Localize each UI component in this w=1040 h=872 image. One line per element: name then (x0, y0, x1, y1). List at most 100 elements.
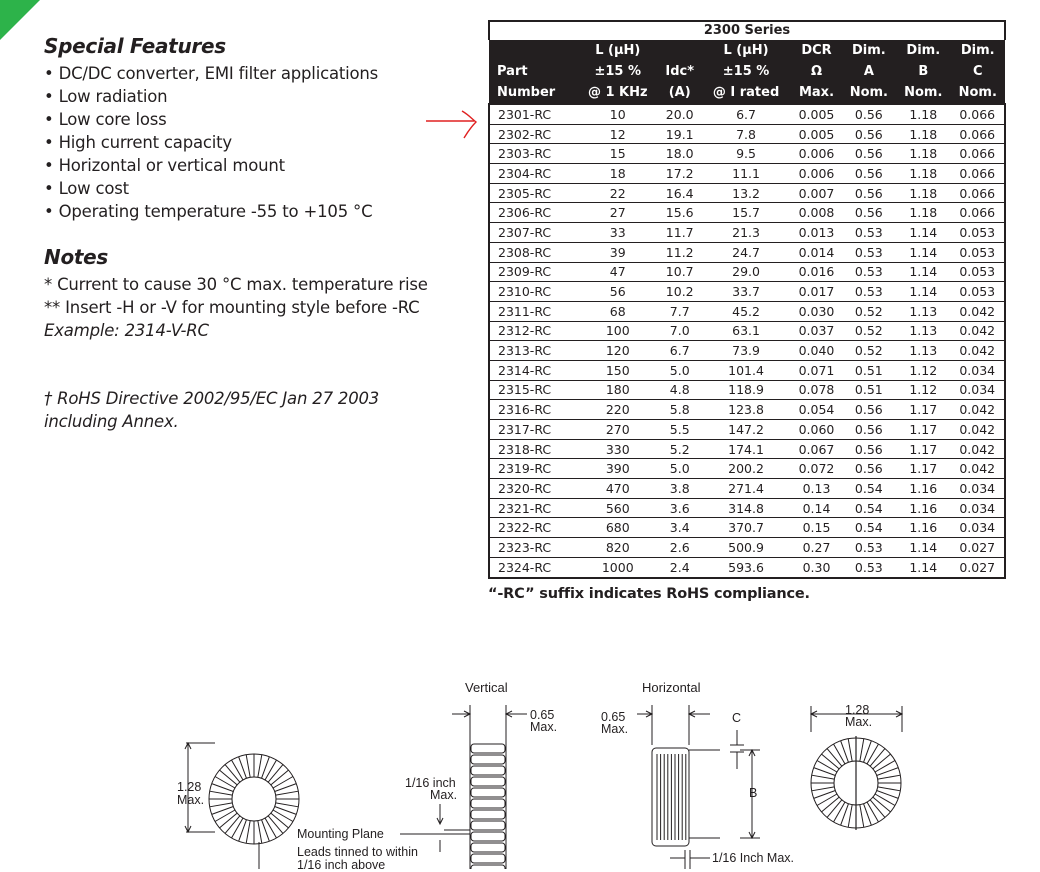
table-row: 2315-RC 180 4.8 118.9 0.078 0.51 1.12 0.034 (489, 380, 1005, 401)
table-cell: 0.53 (841, 557, 897, 579)
table-row: 2324-RC 1000 2.4 593.6 0.30 0.53 1.14 0.027 (489, 557, 1005, 579)
table-row: 2314-RC 150 5.0 101.4 0.071 0.51 1.12 0.034 (489, 360, 1005, 381)
table-cell: 0.034 (950, 517, 1005, 539)
header-cell: Nom. (896, 82, 951, 104)
table-cell: 1.17 (896, 439, 951, 460)
header-cell: Nom. (841, 82, 897, 104)
header-cell: DCR (791, 40, 842, 61)
table-cell: 593.6 (700, 557, 792, 579)
table-cell: 0.053 (950, 281, 1005, 302)
header-cell: Dim. (841, 40, 897, 61)
table-cell: 1.14 (896, 281, 951, 302)
table-cell: 11.2 (658, 242, 701, 263)
table-cell: 22 (576, 183, 659, 204)
table-row: 2308-RC 39 11.2 24.7 0.014 0.53 1.14 0.053 (489, 242, 1005, 263)
table-cell: 1.18 (896, 163, 951, 184)
note-example: Example: 2314-V-RC (44, 321, 209, 340)
table-cell: 680 (576, 517, 659, 539)
table-cell: 2312-RC (489, 321, 577, 342)
table-cell: 18 (576, 163, 659, 184)
header-cell: Dim. (950, 40, 1005, 61)
table-cell: 2320-RC (489, 478, 577, 499)
special-features-title: Special Features (44, 34, 226, 58)
table-cell: 21.3 (700, 222, 792, 243)
table-cell: 6.7 (700, 104, 792, 125)
table-cell: 2323-RC (489, 537, 577, 558)
lead-116-label: 1/16 inch (405, 776, 456, 790)
table-cell: 0.56 (841, 104, 897, 125)
horizontal-title: Horizontal (642, 680, 701, 695)
table-cell: 0.066 (950, 124, 1005, 145)
table-cell: 0.53 (841, 537, 897, 558)
header-cell: @ 1 KHz (576, 82, 659, 104)
table-cell: 15.6 (658, 202, 701, 224)
table-cell: 123.8 (700, 399, 792, 420)
table-cell: 2.4 (658, 557, 701, 579)
table-cell: 0.042 (950, 301, 1005, 322)
notes-title: Notes (44, 245, 109, 269)
table-cell: 1.14 (896, 557, 951, 579)
table-cell: 0.017 (791, 281, 842, 302)
table-cell: 1.12 (896, 360, 951, 381)
table-cell: 0.034 (950, 360, 1005, 381)
table-cell: 1.13 (896, 321, 951, 342)
dim-128-left: 1.28 (177, 780, 202, 794)
table-cell: 3.4 (658, 517, 701, 539)
table-cell: 0.53 (841, 222, 897, 243)
table-cell: 0.56 (841, 419, 897, 440)
header-cell: A (841, 61, 897, 82)
list-item: • DC/DC converter, EMI filter applicatio… (44, 64, 379, 83)
table-cell: 11.1 (700, 163, 792, 184)
list-item: • Operating temperature -55 to +105 °C (44, 202, 373, 221)
list-item: • Low cost (44, 179, 129, 198)
table-cell: 1.14 (896, 242, 951, 263)
table-cell: 2313-RC (489, 340, 577, 361)
table-cell: 500.9 (700, 537, 792, 558)
table-cell: 0.53 (841, 281, 897, 302)
table-cell: 0.008 (791, 202, 842, 224)
table-cell: 24.7 (700, 242, 792, 263)
list-item: • Low radiation (44, 87, 168, 106)
header-cell: C (950, 61, 1005, 82)
table-cell: 2301-RC (489, 104, 577, 125)
table-cell: 56 (576, 281, 659, 302)
table-cell: 2315-RC (489, 380, 577, 401)
table-cell: 2322-RC (489, 517, 577, 539)
rohs-line-1: † RoHS Directive 2002/95/EC Jan 27 2003 (44, 389, 380, 408)
table-cell: 0.007 (791, 183, 842, 204)
table-cell: 200.2 (700, 458, 792, 480)
rohs-suffix-note: “-RC” suffix indicates RoHS compliance. (488, 586, 810, 602)
table-cell: 314.8 (700, 498, 792, 519)
series-2300-table: 2300 Series L (µH) L (µH) DCR Dim. Dim. … (488, 20, 1006, 579)
lead-max-label: Max. (430, 788, 458, 802)
table-cell: 0.034 (950, 478, 1005, 499)
table-cell: 0.016 (791, 262, 842, 283)
table-cell: 0.51 (841, 360, 897, 381)
table-cell: 2311-RC (489, 301, 577, 322)
header-cell: @ I rated (700, 82, 792, 104)
table-cell: 0.053 (950, 222, 1005, 243)
table-cell: 1.17 (896, 419, 951, 440)
table-cell: 0.013 (791, 222, 842, 243)
table-cell: 2302-RC (489, 124, 577, 145)
table-row: 2322-RC 680 3.4 370.7 0.15 0.54 1.16 0.034 (489, 517, 1005, 539)
table-cell: 4.8 (658, 380, 701, 401)
table-cell: 0.14 (791, 498, 842, 519)
table-cell: 0.005 (791, 104, 842, 125)
table-cell: 33.7 (700, 281, 792, 302)
table-cell: 270 (576, 419, 659, 440)
table-cell: 0.56 (841, 202, 897, 224)
list-item: • High current capacity (44, 133, 232, 152)
table-cell: 0.066 (950, 202, 1005, 224)
dim-b-label: B (749, 786, 758, 800)
table-row: 2302-RC 12 19.1 7.8 0.005 0.56 1.18 0.066 (489, 124, 1005, 145)
list-item: • Low core loss (44, 110, 167, 129)
table-cell: 2317-RC (489, 419, 577, 440)
table-cell: 0.56 (841, 458, 897, 480)
table-cell: 5.8 (658, 399, 701, 420)
table-cell: 2324-RC (489, 557, 577, 579)
table-cell: 3.8 (658, 478, 701, 499)
table-cell: 0.56 (841, 439, 897, 460)
table-cell: 0.53 (841, 262, 897, 283)
table-cell: 1.17 (896, 399, 951, 420)
